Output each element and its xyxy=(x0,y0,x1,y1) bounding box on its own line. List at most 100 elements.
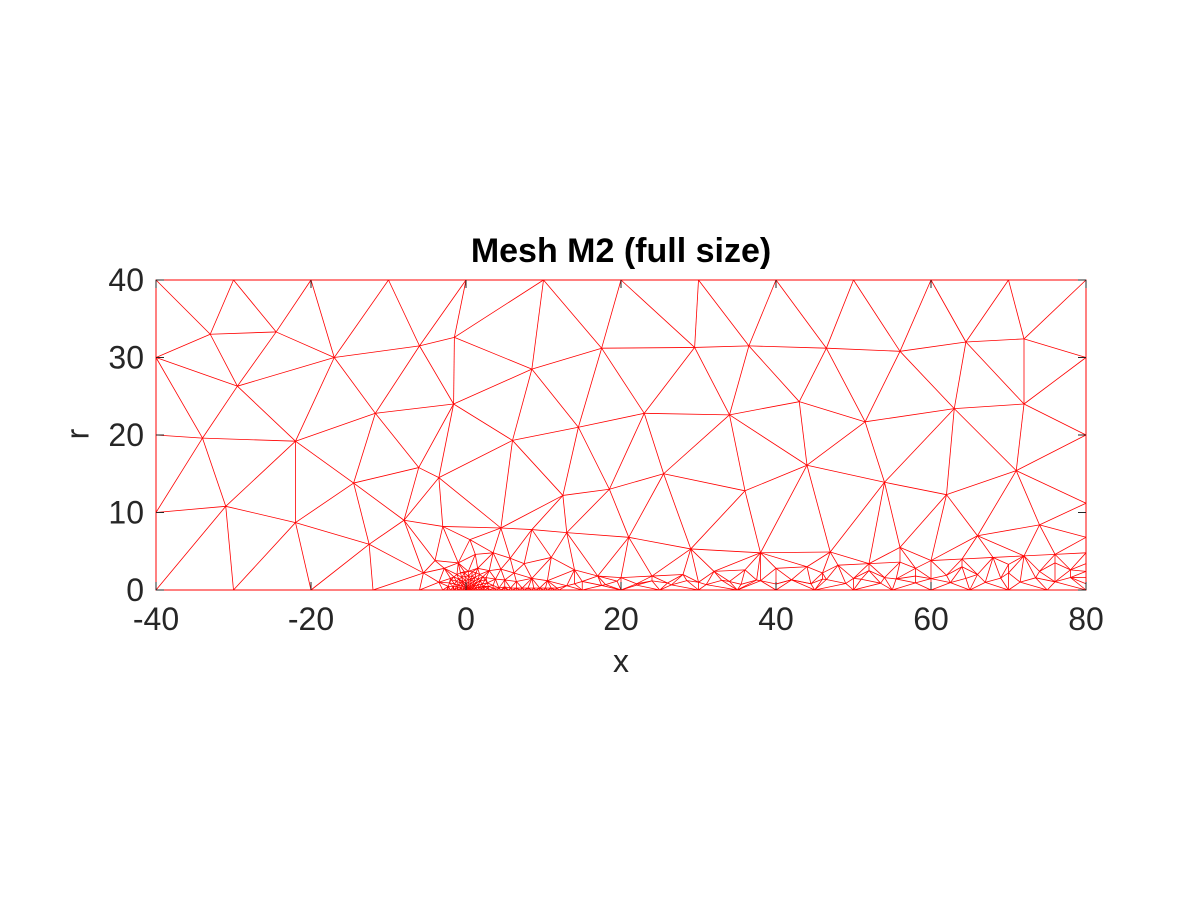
mesh-edge xyxy=(965,578,971,591)
mesh-edge xyxy=(636,580,653,585)
mesh-edge xyxy=(423,567,445,574)
mesh-edge xyxy=(531,279,544,370)
mesh-edge xyxy=(460,572,463,578)
mesh-edge xyxy=(682,574,699,583)
mesh-edge xyxy=(946,566,963,576)
mesh-edge xyxy=(452,586,455,591)
mesh-edge xyxy=(462,580,467,584)
mesh-edge xyxy=(965,279,1009,343)
mesh-edge xyxy=(531,495,564,530)
mesh-edge xyxy=(864,421,885,483)
mesh-edge xyxy=(853,578,862,591)
mesh-edge xyxy=(458,578,463,582)
mesh-edge xyxy=(237,357,335,387)
chart-title: Mesh M2 (full size) xyxy=(471,232,771,270)
mesh-edge xyxy=(636,584,660,591)
mesh-edge xyxy=(760,552,777,569)
mesh-edge xyxy=(1008,279,1025,340)
mesh-edge xyxy=(868,570,885,578)
mesh-edge xyxy=(444,567,458,575)
mesh-edge xyxy=(566,532,575,570)
mesh-edge xyxy=(495,578,505,581)
mesh-edge xyxy=(500,568,515,574)
mesh-edge xyxy=(566,569,575,586)
mesh-edge xyxy=(853,279,901,352)
mesh-edge xyxy=(791,579,811,585)
mesh-edge xyxy=(663,414,730,475)
mesh-edge xyxy=(477,581,481,586)
mesh-edge xyxy=(1020,581,1048,591)
mesh-edge xyxy=(686,580,699,583)
mesh-edge xyxy=(729,414,808,466)
mesh-edge xyxy=(479,570,490,575)
mesh-edge xyxy=(451,576,455,580)
mesh-edge xyxy=(737,579,757,591)
mesh-edge xyxy=(353,482,405,521)
mesh-edge xyxy=(493,552,511,559)
mesh-edge xyxy=(953,341,967,409)
mesh-edge xyxy=(1070,577,1087,585)
mesh-edge xyxy=(822,572,827,580)
mesh-edge xyxy=(475,586,480,589)
mesh-edge xyxy=(458,553,476,564)
mesh-edge xyxy=(791,579,815,591)
mesh-edge xyxy=(504,579,517,582)
mesh-edge xyxy=(760,551,831,554)
mesh-edge xyxy=(620,575,653,578)
mesh-edge xyxy=(748,279,777,347)
mesh-edge xyxy=(546,557,552,581)
mesh-edge xyxy=(1054,581,1087,591)
mesh-edge xyxy=(453,576,459,580)
mesh-edge xyxy=(930,535,978,561)
mesh-edge xyxy=(155,506,227,591)
mesh-edge xyxy=(473,577,476,582)
mesh-edge xyxy=(845,583,854,591)
mesh-edge xyxy=(482,582,488,587)
mesh-edge xyxy=(899,547,916,569)
mesh-edge xyxy=(374,345,420,414)
mesh-edge xyxy=(895,562,901,580)
mesh-edge xyxy=(527,578,533,589)
mesh-edge xyxy=(523,563,533,579)
mesh-edge xyxy=(810,578,823,585)
mesh-edge xyxy=(419,279,467,347)
mesh-edge xyxy=(512,440,564,496)
mesh-edge xyxy=(899,561,916,569)
mesh-edge xyxy=(690,548,699,583)
mesh-edge xyxy=(853,577,862,580)
mesh-edge xyxy=(946,575,951,583)
mesh-edge xyxy=(1023,553,1056,557)
mesh-edge xyxy=(1035,571,1040,579)
mesh-edge xyxy=(202,437,296,442)
mesh-edge xyxy=(448,585,454,588)
mesh-edge xyxy=(1070,569,1087,572)
mesh-edge xyxy=(729,581,742,585)
mesh-edge xyxy=(487,578,496,584)
mesh-edge xyxy=(899,351,955,409)
mesh-edge xyxy=(488,584,494,587)
mesh-edge xyxy=(512,369,533,441)
mesh-edge xyxy=(419,581,440,591)
mesh-edge xyxy=(582,575,598,582)
mesh-edge xyxy=(829,551,839,566)
mesh-edge xyxy=(930,560,947,576)
mesh-edge xyxy=(814,578,823,591)
mesh-edge xyxy=(775,566,808,569)
mesh-edge xyxy=(479,581,483,585)
mesh-edge xyxy=(946,408,955,495)
mesh-edge xyxy=(547,580,567,587)
mesh-edge xyxy=(566,532,629,538)
mesh-edge xyxy=(471,571,473,577)
x-tick-label: 80 xyxy=(1068,601,1104,637)
mesh-edge xyxy=(447,582,450,587)
mesh-edge xyxy=(209,334,238,387)
mesh-edge xyxy=(453,337,455,405)
mesh-edge xyxy=(698,584,707,591)
mesh-edge xyxy=(275,331,335,358)
mesh-edge xyxy=(452,583,455,588)
mesh-edge xyxy=(953,408,1017,471)
mesh-edge xyxy=(468,579,472,584)
mesh-edge xyxy=(471,579,475,582)
mesh-edge xyxy=(523,529,533,564)
